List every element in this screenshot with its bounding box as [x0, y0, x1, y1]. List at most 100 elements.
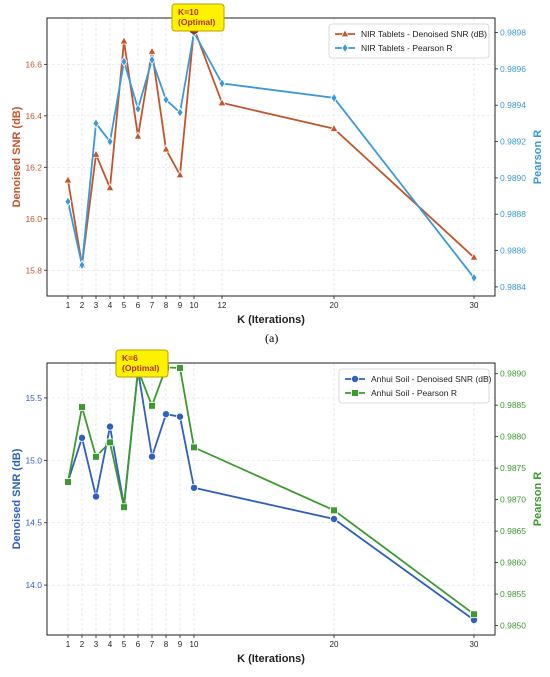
data-point — [190, 443, 198, 452]
x-tick-label: 20 — [330, 640, 339, 649]
data-point — [92, 118, 100, 129]
x-tick-label: 6 — [136, 301, 141, 310]
y-right-tick-label: 0.9875 — [500, 463, 526, 473]
legend-marker — [351, 389, 359, 397]
y-right-tick-label: 0.9885 — [500, 400, 526, 410]
x-tick-label: 8 — [164, 640, 169, 649]
y-right-tick-label: 0.9884 — [500, 282, 526, 292]
data-point — [134, 103, 142, 115]
x-tick-label: 9 — [178, 301, 183, 310]
x-tick-label: 9 — [178, 640, 183, 649]
y-left-axis-label: Denoised SNR (dB) — [11, 106, 23, 207]
data-point — [78, 433, 87, 442]
legend-box — [328, 23, 490, 59]
x-tick-label: 1 — [66, 640, 71, 649]
data-point — [106, 438, 114, 447]
x-tick-label: 10 — [190, 301, 199, 310]
data-point — [106, 422, 115, 431]
series-line — [67, 370, 475, 621]
optimal-annotation-sublabel: (Optimal) — [122, 363, 159, 373]
data-point — [63, 175, 73, 184]
y-right-tick-label: 0.9855 — [500, 589, 526, 599]
data-point — [147, 452, 156, 461]
legend-label: NIR Tablets - Denoised SNR (dB) — [361, 29, 487, 39]
legend-marker — [340, 28, 350, 38]
x-tick-label: 7 — [150, 640, 155, 649]
data-point — [218, 78, 226, 89]
y-left-tick-label: 15.8 — [25, 265, 42, 275]
y-right-tick-label: 0.9865 — [500, 526, 526, 536]
x-tick-label: 30 — [470, 301, 479, 310]
data-point — [161, 410, 170, 419]
data-point — [470, 610, 478, 619]
legend-label: Anhui Soil - Pearson R — [371, 388, 457, 398]
y-right-tick-label: 0.9896 — [500, 64, 526, 74]
chart-b: 1 2 3 4 5 6 7 8 9 10 20 30 14.0 14.5 15.0 15.5 0.9850 0.9… — [11, 349, 544, 665]
x-tick-label: 5 — [122, 301, 127, 310]
x-axis-label: K (Iterations) — [237, 653, 305, 665]
y-right-tick-label: 0.9890 — [500, 369, 526, 379]
optimal-annotation-label: K=6 — [122, 353, 138, 363]
legend: Anhui Soil - Denoised SNR (dB) Anhui Soil… — [338, 368, 492, 404]
optimal-annotation-label: K=10 — [178, 7, 199, 17]
data-point — [162, 94, 170, 105]
x-tick-label: 1 — [66, 301, 71, 310]
plot-frame — [46, 17, 496, 297]
x-tick-label: 2 — [80, 640, 85, 649]
x-axis-label: K (Iterations) — [237, 314, 305, 326]
data-point — [176, 364, 184, 372]
y-left-tick-label: 16.2 — [25, 162, 42, 172]
data-point — [217, 97, 227, 107]
legend-label: Anhui Soil - Denoised SNR (dB) — [371, 374, 492, 384]
data-point — [176, 107, 184, 118]
series-1 — [64, 27, 478, 284]
optimal-annotation-box — [115, 349, 169, 378]
x-tick-label: 4 — [108, 640, 113, 649]
data-point — [148, 54, 156, 66]
data-point — [175, 169, 185, 179]
x-tick-label: 8 — [164, 301, 169, 310]
y-right-tick-label: 0.9890 — [500, 173, 526, 183]
data-point — [161, 144, 171, 153]
x-tick-label: 12 — [218, 301, 227, 310]
data-point — [120, 56, 128, 67]
x-tick-label: 2 — [80, 301, 85, 310]
legend-marker — [341, 42, 349, 54]
data-point — [147, 46, 157, 55]
data-point — [330, 92, 338, 104]
data-point — [64, 478, 72, 486]
data-point — [91, 149, 101, 158]
data-point — [92, 492, 101, 501]
optimal-annotation-sublabel: (Optimal) — [178, 17, 215, 27]
series-line — [67, 366, 475, 615]
y-right-tick-label: 0.9894 — [500, 100, 526, 110]
data-point — [189, 483, 198, 492]
data-point — [330, 506, 338, 515]
panel-label-a: (a) — [265, 331, 279, 345]
data-point — [469, 252, 479, 261]
data-point — [92, 453, 100, 461]
data-point — [120, 503, 128, 511]
grid — [47, 18, 495, 296]
data-point — [78, 259, 86, 271]
data-point — [148, 402, 156, 410]
y-right-tick-label: 0.9850 — [500, 621, 526, 631]
legend-marker — [350, 375, 359, 384]
y-right-tick-label: 0.9886 — [500, 246, 526, 256]
data-point — [329, 514, 338, 523]
optimal-annotation-box — [171, 3, 225, 32]
data-point — [64, 196, 72, 207]
data-point — [329, 123, 339, 132]
y-right-tick-label: 0.9888 — [500, 209, 526, 219]
y-right-tick-label: 0.9860 — [500, 558, 526, 568]
data-point — [119, 36, 129, 45]
x-tick-label: 3 — [94, 301, 99, 310]
data-point — [133, 131, 143, 140]
plot-frame — [46, 362, 496, 636]
chart-a: 1 2 3 4 5 6 7 8 9 10 12 20 3015.816.016.216.416.60.9… — [11, 3, 544, 326]
x-tick-label: 20 — [330, 301, 339, 310]
x-tick-label: 7 — [150, 301, 155, 310]
y-left-tick-label: 15.5 — [25, 393, 42, 403]
series-line — [67, 27, 475, 266]
x-tick-label: 3 — [94, 640, 99, 649]
